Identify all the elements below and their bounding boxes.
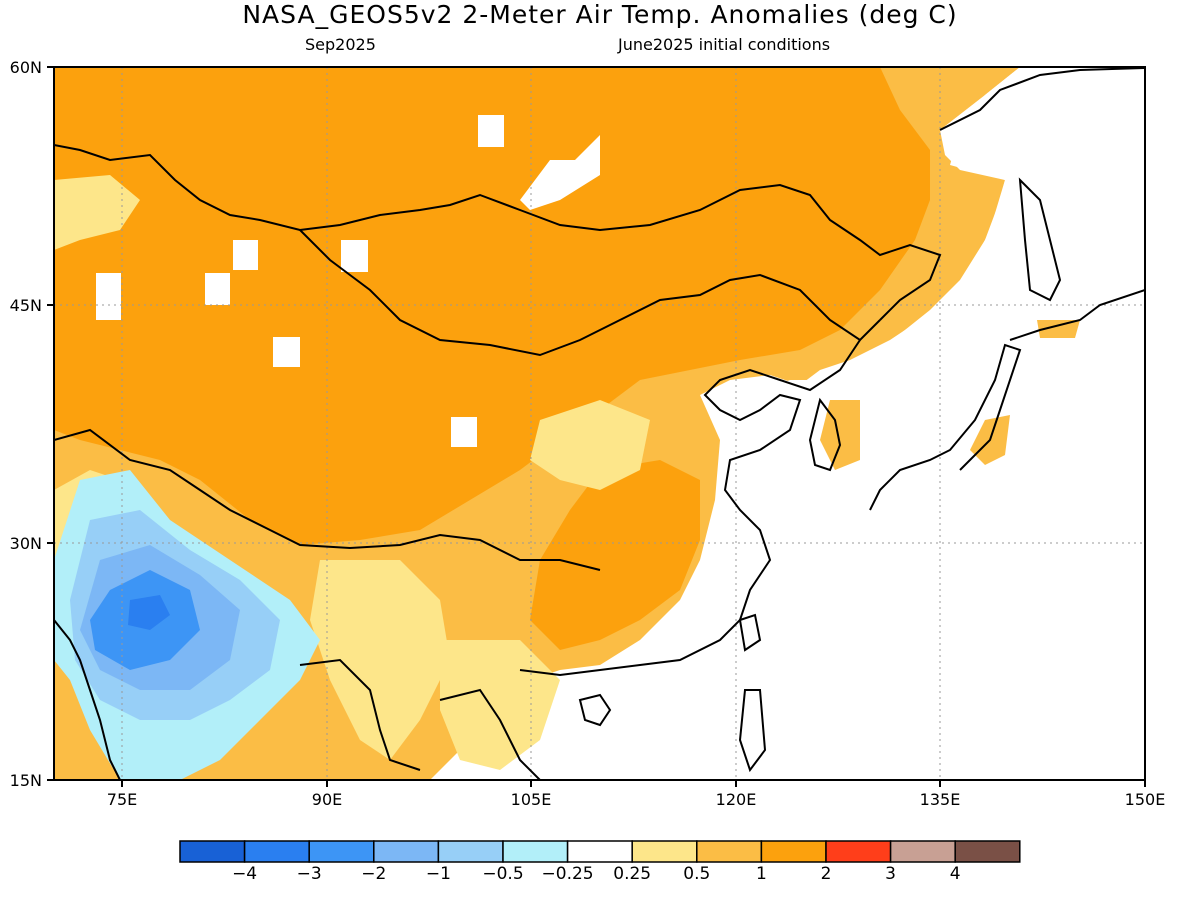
lat-label-45n: 45N [9,296,42,315]
anomaly-region-yellow-indochina [440,640,560,770]
lon-label-120e: 120E [715,790,757,809]
colorbar-label: 0.5 [683,864,711,884]
colorbar-label: 0.25 [613,864,652,884]
colorbar-swatch [566,840,633,863]
colorbar-swatch [308,840,375,863]
colorbar-swatch [760,840,827,863]
anomaly-region-orange-east [530,460,700,650]
masked-cell [233,240,258,270]
colorbar-label: −1 [425,864,451,884]
masked-east-ocean [700,67,1145,780]
lon-label-150e: 150E [1124,790,1166,809]
colorbar-label: 1 [755,864,767,884]
anomaly-region-yellow-myanmar [310,560,450,760]
colorbar [179,840,1021,863]
anomaly-region-yellow-central [530,400,650,490]
axis-ticks [47,66,1146,787]
anomaly-region-hokkaido [1037,320,1080,338]
lon-label-135e: 135E [919,790,961,809]
lon-label-90e: 90E [311,790,343,809]
lat-label-60n: 60N [9,58,42,77]
colorbar-swatch [954,840,1021,863]
colorbar-label: −2 [361,864,387,884]
lon-label-105e: 105E [510,790,552,809]
anomaly-region-orange [54,67,930,545]
colorbar-swatch [631,840,698,863]
anomaly-region-india-dark-blue [128,595,170,630]
lat-label-15n: 15N [9,771,42,790]
colorbar-swatch [825,840,892,863]
colorbar-swatch [889,840,956,863]
colorbar-swatch [502,840,569,863]
masked-cell [478,115,504,147]
map-frame [53,66,1146,781]
colorbar-swatch [696,840,763,863]
colorbar-swatch [373,840,440,863]
map-subtitle-initial-conditions: June2025 initial conditions [618,35,831,54]
masked-cell [96,273,121,320]
colorbar-label: −3 [296,864,322,884]
colorbar-label: 2 [820,864,832,884]
colorbar-swatch [437,840,504,863]
colorbar-label: 3 [885,864,896,884]
lat-label-30n: 30N [9,534,42,553]
colorbar-label: 4 [949,864,961,884]
map-title: NASA_GEOS5v2 2-Meter Air Temp. Anomalies… [242,0,958,29]
masked-cell [273,337,300,367]
masked-cell [341,240,368,272]
coastlines-borders [54,67,1145,780]
lon-label-75e: 75E [106,790,138,809]
colorbar-swatch [243,840,310,863]
masked-cell [451,417,477,447]
anomaly-region-korean-peninsula [820,400,860,470]
colorbar-label: −0.5 [482,864,524,884]
masked-lake-baikal [520,135,600,210]
colorbar-label: −4 [232,864,258,884]
colorbar-swatch [179,840,246,863]
masked-cell [205,273,230,305]
map-subtitle-date: Sep2025 [305,35,376,54]
colorbar-label: −0.25 [541,864,594,884]
anomaly-region-yellow-west [54,175,140,250]
